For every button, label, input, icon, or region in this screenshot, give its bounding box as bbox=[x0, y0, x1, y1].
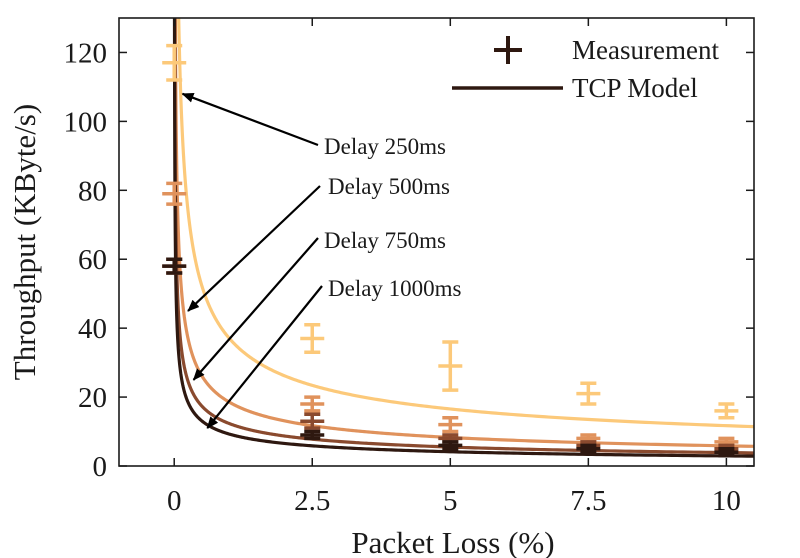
model-curve bbox=[172, 18, 754, 458]
y-tick-label: 20 bbox=[78, 382, 107, 414]
plot-background bbox=[119, 18, 754, 466]
measurement-point bbox=[714, 447, 739, 458]
plot-frame bbox=[118, 17, 755, 467]
y-tick-label: 60 bbox=[78, 244, 107, 276]
legend-measurement-label: Measurement bbox=[572, 35, 719, 65]
delay-annotation-label: Delay 1000ms bbox=[328, 276, 462, 301]
x-tick-label: 10 bbox=[712, 485, 741, 517]
y-tick-label: 40 bbox=[78, 313, 107, 345]
measurement-point bbox=[300, 429, 325, 441]
x-axis-label: Packet Loss (%) bbox=[351, 525, 554, 558]
delay-annotation-label: Delay 750ms bbox=[324, 228, 446, 253]
y-tick-label: 100 bbox=[64, 106, 108, 138]
measurement-point bbox=[576, 381, 601, 406]
x-tick-label: 7.5 bbox=[570, 485, 606, 517]
measurement-point bbox=[714, 402, 739, 420]
annotation-arrow bbox=[206, 285, 323, 429]
model-curve bbox=[173, 18, 754, 448]
measurement-point bbox=[162, 43, 187, 82]
measurement-point bbox=[576, 443, 601, 454]
annotation-arrow bbox=[181, 92, 319, 147]
y-tick-label: 0 bbox=[93, 451, 108, 483]
model-curves bbox=[172, 18, 754, 458]
y-tick-label: 120 bbox=[64, 37, 108, 69]
measurement-point bbox=[162, 257, 187, 275]
legend-model-label: TCP Model bbox=[572, 73, 698, 103]
delay-annotation-label: Delay 250ms bbox=[324, 134, 446, 159]
annotation-arrow bbox=[187, 185, 321, 312]
measurement-markers bbox=[162, 43, 739, 458]
x-tick-label: 0 bbox=[167, 485, 182, 517]
measurement-point bbox=[162, 181, 187, 206]
measurement-point bbox=[438, 416, 463, 434]
annotation-labels: Delay 250ms Delay 500ms Delay 750ms Delay 1… bbox=[324, 134, 462, 301]
y-tick-label: 80 bbox=[78, 175, 107, 207]
annotation-arrows bbox=[181, 92, 323, 429]
measurement-point bbox=[438, 340, 463, 392]
legend: Measurement TCP Model bbox=[452, 35, 719, 103]
annotation-arrow bbox=[192, 237, 319, 381]
measurement-point bbox=[300, 322, 325, 355]
measurement-point bbox=[300, 395, 325, 413]
x-tick-label: 2.5 bbox=[294, 485, 330, 517]
x-tick-label: 5 bbox=[443, 485, 458, 517]
y-axis-label: Throughput (KByte/s) bbox=[7, 104, 42, 380]
delay-annotation-label: Delay 500ms bbox=[328, 174, 450, 199]
measurement-point bbox=[300, 412, 325, 430]
measurement-point bbox=[438, 440, 463, 451]
model-curve bbox=[177, 18, 754, 429]
legend-measurement-marker bbox=[494, 36, 522, 64]
